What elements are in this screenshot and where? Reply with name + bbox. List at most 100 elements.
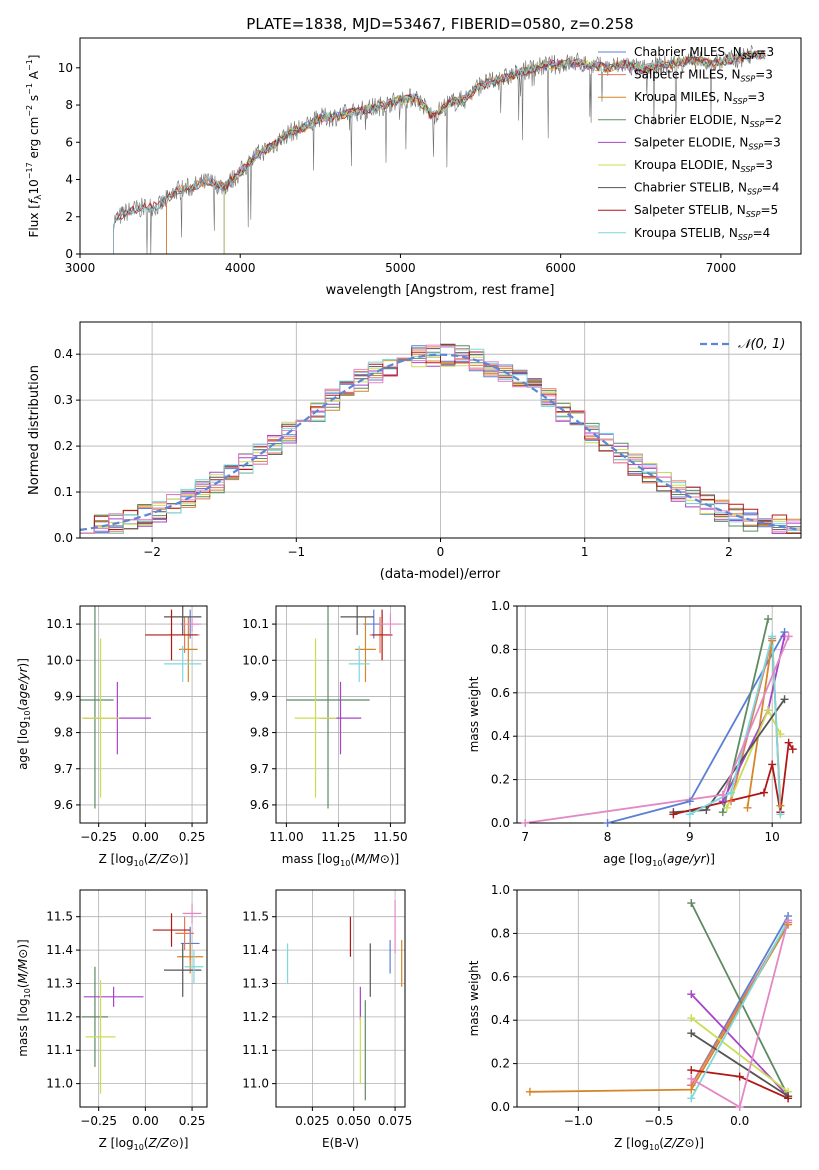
- y-tick-label: 0.2: [54, 439, 73, 453]
- label-part: SSP: [733, 97, 748, 106]
- label-part: Kroupa STELIB, N: [634, 226, 738, 240]
- weight-point-marker: [718, 808, 727, 817]
- label-part: )]: [179, 1136, 188, 1150]
- axes-frame: [275, 605, 406, 824]
- y-tick-label: 10.0: [46, 653, 73, 667]
- weight-point-marker: [525, 1087, 534, 1096]
- y-tick-label: 0.4: [491, 729, 510, 743]
- label-part: (: [350, 852, 355, 866]
- y-tick-label: 9.9: [54, 689, 73, 703]
- legend-label: Chabrier STELIB, NSSP=4: [634, 181, 779, 197]
- x-tick-label: 3000: [65, 261, 96, 275]
- y-tick-label: 10.1: [242, 617, 269, 631]
- legend-label: Kroupa STELIB, NSSP=4: [634, 226, 770, 242]
- weight-series-line: [690, 920, 789, 1107]
- y-tick-label: 0.4: [491, 1013, 510, 1027]
- x-tick-label: 0.25: [179, 1114, 206, 1128]
- label-part: =3: [747, 90, 765, 104]
- x-tick-label: 4000: [225, 261, 256, 275]
- weight-point-marker: [702, 805, 711, 814]
- normal-reference-curve: [80, 353, 801, 531]
- label-part: −17: [25, 162, 34, 179]
- weight-point-marker: [687, 990, 696, 999]
- label-part: ]: [27, 54, 41, 59]
- label-part: SSP: [742, 52, 757, 61]
- x-tick-label: 8: [604, 830, 612, 844]
- weight-point-marker: [784, 738, 793, 747]
- x-axis-label: (data-model)/error: [380, 567, 501, 582]
- label-part: A: [27, 70, 41, 83]
- legend-label: Salpeter MILES, NSSP=3: [634, 68, 773, 84]
- y-tick-label: 9.8: [54, 726, 73, 740]
- y-tick-label: 10.0: [242, 653, 269, 667]
- weight-point-marker: [784, 916, 793, 925]
- x-tick-label: 0.075: [378, 1114, 412, 1128]
- y-tick-label: 1.0: [491, 599, 510, 613]
- x-axis-label: Z [log10(Z/Z⊙)]: [99, 1136, 189, 1152]
- y-tick-label: 0.0: [491, 816, 510, 830]
- y-tick-label: 0.0: [54, 531, 73, 545]
- y-tick-label: 0.1: [54, 485, 73, 499]
- plot-area: [81, 903, 204, 1094]
- label-part: s: [27, 95, 41, 105]
- x-tick-label: 7000: [706, 261, 737, 275]
- legend-label: Chabrier MILES, NSSP=3: [634, 45, 774, 61]
- y-tick-label: 0.4: [54, 347, 73, 361]
- figure-title: PLATE=1838, MJD=53467, FIBERID=0580, z=0…: [246, 15, 633, 33]
- y-tick-label: 11.5: [46, 910, 73, 924]
- label-part: Z/Z⊙: [147, 1136, 179, 1150]
- x-axis-label: E(B-V): [322, 1136, 359, 1150]
- x-axis-label: Z [log10(Z/Z⊙)]: [99, 852, 189, 868]
- y-tick-label: 9.7: [54, 762, 73, 776]
- label-part: Z/Z⊙: [147, 852, 179, 866]
- weight-series-line: [690, 902, 789, 1097]
- y-axis-label: mass [log10(M/M⊙)]: [16, 939, 32, 1056]
- label-part: (: [144, 1136, 149, 1150]
- y-tick-label: 11.4: [46, 943, 73, 957]
- residual-histogram-panel: −2 −1 0 1 2 0.0 0.1 0.2 0.3 0.4 𝒩(0, 1) (data-model…: [27, 321, 802, 582]
- plot-area: [80, 343, 801, 534]
- legend-label: Kroupa ELODIE, NSSP=3: [634, 158, 773, 174]
- y-tick-label: 11.1: [46, 1043, 73, 1057]
- plot-area: [286, 900, 403, 1101]
- y-axis-label: age [log10(age/yr)]: [16, 658, 32, 770]
- label-part: erg cm: [27, 117, 41, 163]
- weight-series-line: [690, 1032, 789, 1097]
- x-axis-label: wavelength [Angstrom, rest frame]: [326, 283, 555, 298]
- label-part: mass [log: [282, 852, 340, 866]
- label-part: )]: [695, 1136, 704, 1150]
- weight-point-marker: [718, 790, 727, 799]
- label-part: =5: [760, 203, 778, 217]
- weight-point-marker: [727, 797, 736, 806]
- y-tick-label: 0.2: [491, 1057, 510, 1071]
- y-tick-label: 11.3: [46, 976, 73, 990]
- label-part: age/yr: [16, 666, 30, 705]
- y-tick-label: 9.9: [250, 689, 269, 703]
- weight-point-marker: [735, 1103, 744, 1111]
- x-tick-label: −0.25: [80, 1114, 117, 1128]
- label-part: Chabrier ELODIE, N: [634, 113, 750, 127]
- y-tick-label: 1.0: [491, 883, 510, 897]
- x-tick-label: −1: [287, 545, 305, 559]
- weight-series-line: [689, 636, 782, 816]
- y-tick-label: 11.0: [242, 1077, 269, 1091]
- age-vs-mass-panel: 11.00 11.25 11.50 9.6 9.7 9.8 9.9 10.0 10.1 mass …: [242, 605, 408, 868]
- label-part: Kroupa ELODIE, N: [634, 158, 741, 172]
- label-part: )]: [179, 852, 188, 866]
- y-tick-label: 11.3: [242, 976, 269, 990]
- label-part: Z [log: [99, 852, 134, 866]
- x-axis-label: mass [log10(M/M⊙)]: [282, 852, 399, 868]
- weight-point-marker: [722, 803, 731, 812]
- weight-point-marker: [780, 695, 789, 704]
- weight-point-marker: [685, 797, 694, 806]
- plot-area: [113, 44, 766, 254]
- label-part: M/M⊙: [16, 949, 30, 984]
- label-part: (: [662, 852, 667, 866]
- y-tick-label: 11.5: [242, 910, 269, 924]
- y-tick-label: 0.8: [491, 642, 510, 656]
- x-axis-label: Z [log10(Z/Z⊙)]: [614, 1136, 704, 1152]
- x-tick-label: −0.5: [644, 1114, 673, 1128]
- label-part: SSP: [741, 75, 756, 84]
- label-part: )]: [16, 658, 30, 667]
